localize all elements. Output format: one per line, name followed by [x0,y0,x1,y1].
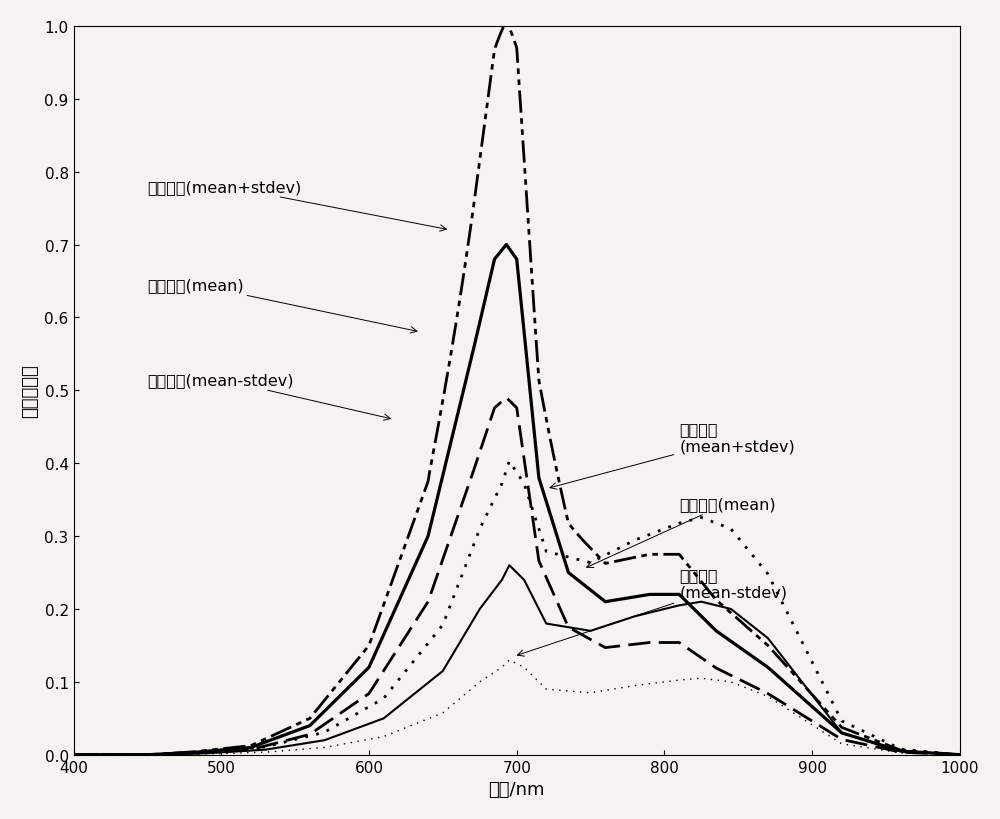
X-axis label: 波长/nm: 波长/nm [488,781,545,799]
Text: 正常样本(mean+stdev): 正常样本(mean+stdev) [147,179,446,232]
Y-axis label: 相对透射率: 相对透射率 [21,364,39,418]
Text: 黑心样本
(mean-stdev): 黑心样本 (mean-stdev) [517,568,787,656]
Text: 黑心样本(mean): 黑心样本(mean) [587,496,776,568]
Text: 正常样本(mean-stdev): 正常样本(mean-stdev) [147,373,390,421]
Text: 黑心样本
(mean+stdev): 黑心样本 (mean+stdev) [550,422,795,490]
Text: 正常样本(mean): 正常样本(mean) [147,278,417,333]
